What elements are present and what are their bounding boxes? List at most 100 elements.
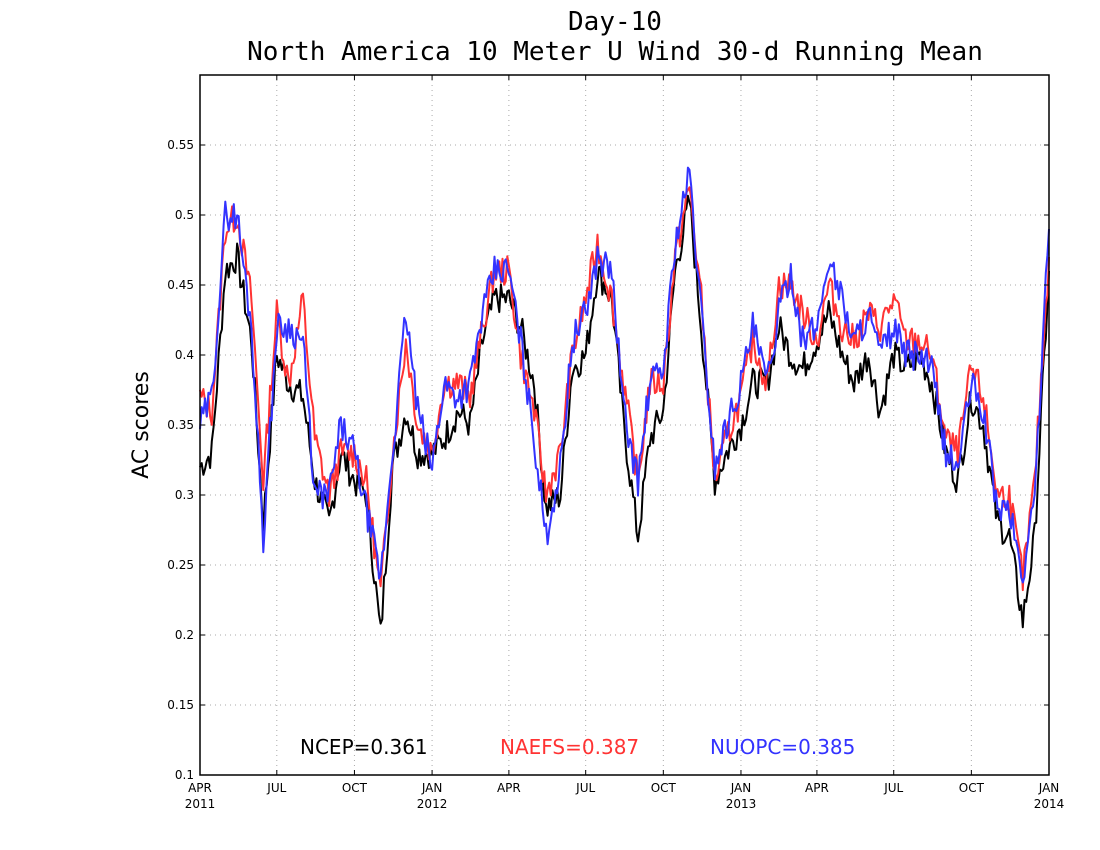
data-point	[983, 397, 984, 398]
data-point	[778, 285, 779, 286]
y-tick-label: 0.5	[175, 208, 194, 222]
legend: NCEP=0.361 NAEFS=0.387 NUOPC=0.385	[300, 735, 855, 759]
data-point	[663, 383, 664, 384]
data-point	[340, 453, 341, 454]
data-point	[689, 187, 690, 188]
data-point	[778, 327, 779, 328]
data-point	[971, 383, 972, 384]
data-point	[880, 327, 881, 328]
data-point	[893, 355, 894, 356]
data-point	[470, 397, 471, 398]
data-point	[225, 215, 226, 216]
x-tick-label: JAN	[1038, 781, 1060, 795]
data-point	[211, 397, 212, 398]
data-point	[689, 201, 690, 202]
data-point	[494, 271, 495, 272]
data-point	[303, 397, 304, 398]
data-point	[854, 383, 855, 384]
data-point	[842, 355, 843, 356]
data-point	[816, 327, 817, 328]
data-point	[741, 383, 742, 384]
data-point	[329, 523, 330, 524]
data-point	[931, 369, 932, 370]
data-point	[546, 509, 547, 510]
x-tick-label: JUL	[266, 781, 286, 795]
data-point	[752, 327, 753, 328]
x-tick-label: OCT	[342, 781, 368, 795]
data-point	[663, 369, 664, 370]
data-point	[1009, 509, 1010, 510]
data-point	[714, 467, 715, 468]
x-tick-label: JUL	[575, 781, 595, 795]
y-tick-label: 0.1	[175, 768, 194, 782]
data-point	[663, 411, 664, 412]
x-tick-label: JAN	[421, 781, 443, 795]
data-point	[314, 439, 315, 440]
data-point	[211, 411, 212, 412]
legend-entry-ncep: NCEP=0.361	[300, 735, 428, 759]
data-point	[802, 341, 803, 342]
data-point	[405, 341, 406, 342]
data-point	[611, 299, 612, 300]
data-point	[263, 537, 264, 538]
data-point	[752, 341, 753, 342]
data-point	[701, 327, 702, 328]
data-point	[971, 369, 972, 370]
y-tick-label: 0.15	[167, 698, 194, 712]
y-tick-label: 0.55	[167, 138, 194, 152]
data-point	[623, 383, 624, 384]
data-point	[828, 257, 829, 258]
data-point	[276, 355, 277, 356]
data-point	[494, 299, 495, 300]
data-point	[546, 537, 547, 538]
data-point	[314, 495, 315, 496]
data-point	[354, 481, 355, 482]
data-point	[276, 313, 277, 314]
data-point	[546, 495, 547, 496]
data-point	[482, 341, 483, 342]
data-point	[741, 397, 742, 398]
data-point	[340, 425, 341, 426]
y-tick-label: 0.25	[167, 558, 194, 572]
data-point	[560, 467, 561, 468]
x-tick-label: APR	[805, 781, 829, 795]
data-point	[1022, 579, 1023, 580]
series-line-2	[199, 186, 1050, 592]
data-point	[520, 341, 521, 342]
data-point	[997, 509, 998, 510]
legend-entry-naefs: NAEFS=0.387	[500, 735, 639, 759]
data-point	[585, 299, 586, 300]
data-point	[225, 271, 226, 272]
data-point	[443, 383, 444, 384]
data-point	[366, 481, 367, 482]
y-tick-label: 0.2	[175, 628, 194, 642]
y-tick-label: 0.35	[167, 418, 194, 432]
data-point	[905, 341, 906, 342]
data-point	[1009, 537, 1010, 538]
data-point	[1022, 621, 1023, 622]
data-point	[957, 467, 958, 468]
y-tick-label: 0.4	[175, 348, 194, 362]
data-point	[572, 341, 573, 342]
x-tick-label: OCT	[651, 781, 677, 795]
data-point	[458, 397, 459, 398]
data-point	[802, 313, 803, 314]
data-point	[893, 327, 894, 328]
data-point	[534, 411, 535, 412]
chart-subtitle: North America 10 Meter U Wind 30-d Runni…	[247, 37, 983, 67]
data-point	[868, 313, 869, 314]
data-point	[623, 411, 624, 412]
y-axis-ticks: 0.1 0.15 0.2 0.25 0.3 0.35 0.4 0.45 0.5 0.55	[167, 138, 1049, 782]
data-point	[957, 481, 958, 482]
data-point	[778, 313, 779, 314]
data-point	[405, 411, 406, 412]
data-point	[767, 383, 768, 384]
data-point	[303, 299, 304, 300]
data-point	[366, 509, 367, 510]
plot-series	[199, 166, 1050, 629]
data-point	[638, 481, 639, 482]
x-tick-year-label: 2011	[185, 797, 216, 811]
data-point	[225, 229, 226, 230]
x-tick-label: APR	[188, 781, 212, 795]
data-point	[508, 299, 509, 300]
